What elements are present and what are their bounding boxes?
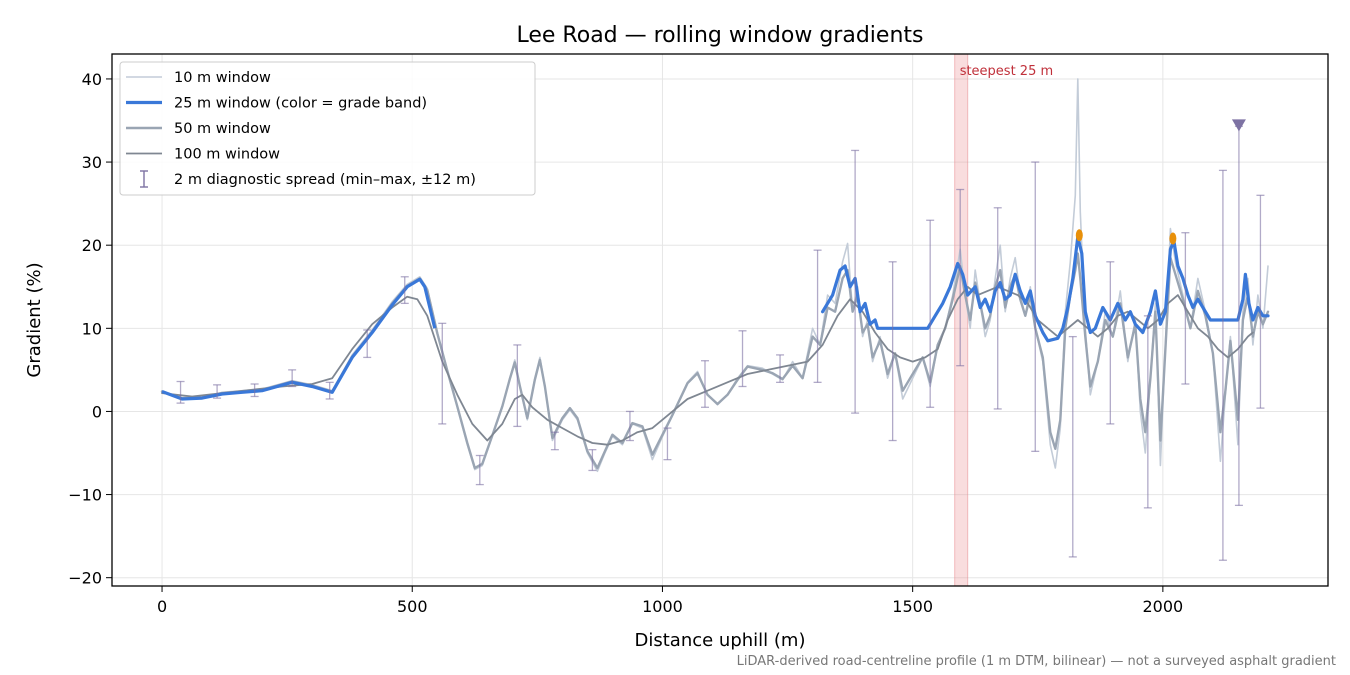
y-tick-label: −10 [68, 486, 102, 505]
y-axis-label: Gradient (%) [24, 262, 45, 377]
legend: 10 m window 25 m window (color = grade ba… [119, 61, 536, 196]
errorbars [176, 125, 1265, 561]
plot-frame [111, 53, 1329, 587]
y-tick-label: 0 [92, 402, 102, 421]
legend-entry: 2 m diagnostic spread (min–max, ±12 m) [174, 172, 476, 188]
y-tick-label: 40 [82, 70, 102, 89]
grade-peak-point [1075, 229, 1083, 242]
legend-entry: 50 m window [174, 121, 271, 137]
y-tick-label: 30 [82, 153, 102, 172]
x-axis-ticks: 0 500 1000 1500 2000 [157, 586, 1183, 616]
y-tick-label: 20 [82, 236, 102, 255]
legend-entry: 25 m window (color = grade band) [174, 96, 427, 112]
y-tick-label: 10 [82, 319, 102, 338]
legend-box [119, 61, 536, 196]
grade-peak-point [1169, 232, 1177, 245]
x-axis-label: Distance uphill (m) [635, 630, 806, 651]
series-line [821, 235, 1270, 343]
x-tick-label: 0 [157, 597, 167, 616]
markers [1231, 119, 1246, 132]
steepest-band-label: steepest 25 m [960, 64, 1053, 79]
x-tick-label: 1000 [642, 597, 683, 616]
legend-entry: 100 m window [174, 147, 280, 163]
chart-title: Lee Road — rolling window gradients [517, 23, 924, 48]
x-tick-label: 1500 [892, 597, 933, 616]
series-line-segment [161, 277, 437, 401]
x-tick-label: 2000 [1143, 597, 1184, 616]
steepest-band [954, 53, 969, 587]
peak-marker [1231, 119, 1246, 132]
y-axis-ticks: −20 −10 0 10 20 30 40 [68, 70, 112, 588]
footnote: LiDAR-derived road-centreline profile (1… [737, 654, 1336, 669]
legend-entry: 10 m window [174, 70, 271, 86]
y-tick-label: −20 [68, 569, 102, 588]
highlight-band: steepest 25 m [954, 53, 1053, 587]
series-line [160, 252, 1270, 470]
x-tick-label: 500 [397, 597, 428, 616]
